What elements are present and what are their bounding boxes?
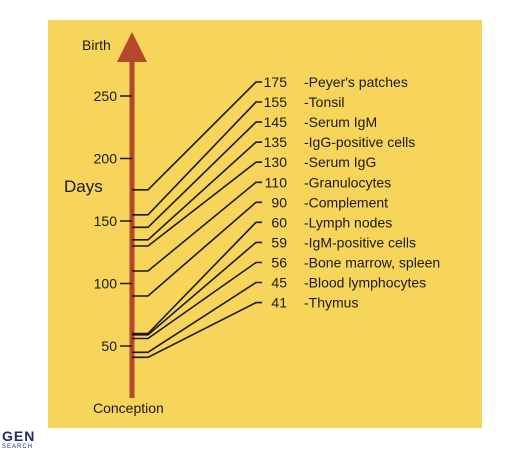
event-connector	[132, 241, 262, 336]
event-connector	[132, 281, 262, 354]
event-connector	[132, 161, 262, 247]
axis-ticks: 250 200 150 100 50	[94, 88, 132, 354]
event-connector	[132, 301, 262, 359]
event-value: 175	[264, 74, 288, 90]
axis-tick-label: 150	[94, 213, 118, 229]
diagram-panel	[48, 20, 482, 428]
event-value: 145	[264, 114, 288, 130]
event-name: -Bone marrow, spleen	[304, 254, 440, 270]
event-name: -Granulocytes	[304, 174, 391, 190]
event-name: -IgG-positive cells	[304, 134, 415, 150]
event-connector	[132, 81, 262, 191]
event-value: 130	[264, 154, 288, 170]
logo-text: GEN	[2, 428, 36, 444]
event-connector	[132, 141, 262, 241]
axis-tick-label: 50	[101, 338, 117, 354]
event-value: 56	[271, 254, 287, 270]
event-connector	[132, 181, 262, 272]
event-connector	[132, 201, 262, 297]
event-connector	[132, 221, 262, 335]
event-name: -Serum IgM	[304, 114, 377, 130]
event-value: 155	[264, 94, 288, 110]
axis-unit-label: Days	[64, 177, 103, 196]
event-value: 41	[271, 295, 287, 311]
event-name: -Lymph nodes	[304, 214, 392, 230]
event-connector	[132, 261, 262, 340]
event-value: 110	[265, 174, 288, 190]
logo-subtext: SEARCH	[2, 444, 34, 450]
event-name: -Thymus	[304, 295, 358, 311]
event-connector	[132, 121, 262, 229]
event-name: -Serum IgG	[304, 154, 376, 170]
event-connector	[132, 101, 262, 216]
event-name: -IgM-positive cells	[304, 234, 416, 250]
axis-tick-label: 250	[94, 88, 118, 104]
event-value: 135	[264, 134, 288, 150]
event-name: -Tonsil	[304, 94, 344, 110]
axis-tick-label: 200	[94, 151, 118, 167]
event-value: 60	[271, 214, 287, 230]
axis-top-label: Birth	[82, 37, 111, 53]
event-value: 59	[271, 234, 287, 250]
axis-bottom-label: Conception	[93, 400, 164, 416]
event-value: 45	[271, 275, 287, 291]
axis-arrowhead	[117, 32, 147, 62]
event-name: -Complement	[304, 194, 388, 210]
event-value: 90	[271, 194, 287, 210]
event-name: -Peyer's patches	[304, 74, 408, 90]
timeline-events: 175 -Peyer's patches 155 -Tonsil 145 -Serum I…	[132, 74, 440, 359]
event-name: -Blood lymphocytes	[304, 275, 426, 291]
logo: GEN SEARCH	[0, 428, 60, 468]
axis-tick-label: 100	[94, 276, 118, 292]
